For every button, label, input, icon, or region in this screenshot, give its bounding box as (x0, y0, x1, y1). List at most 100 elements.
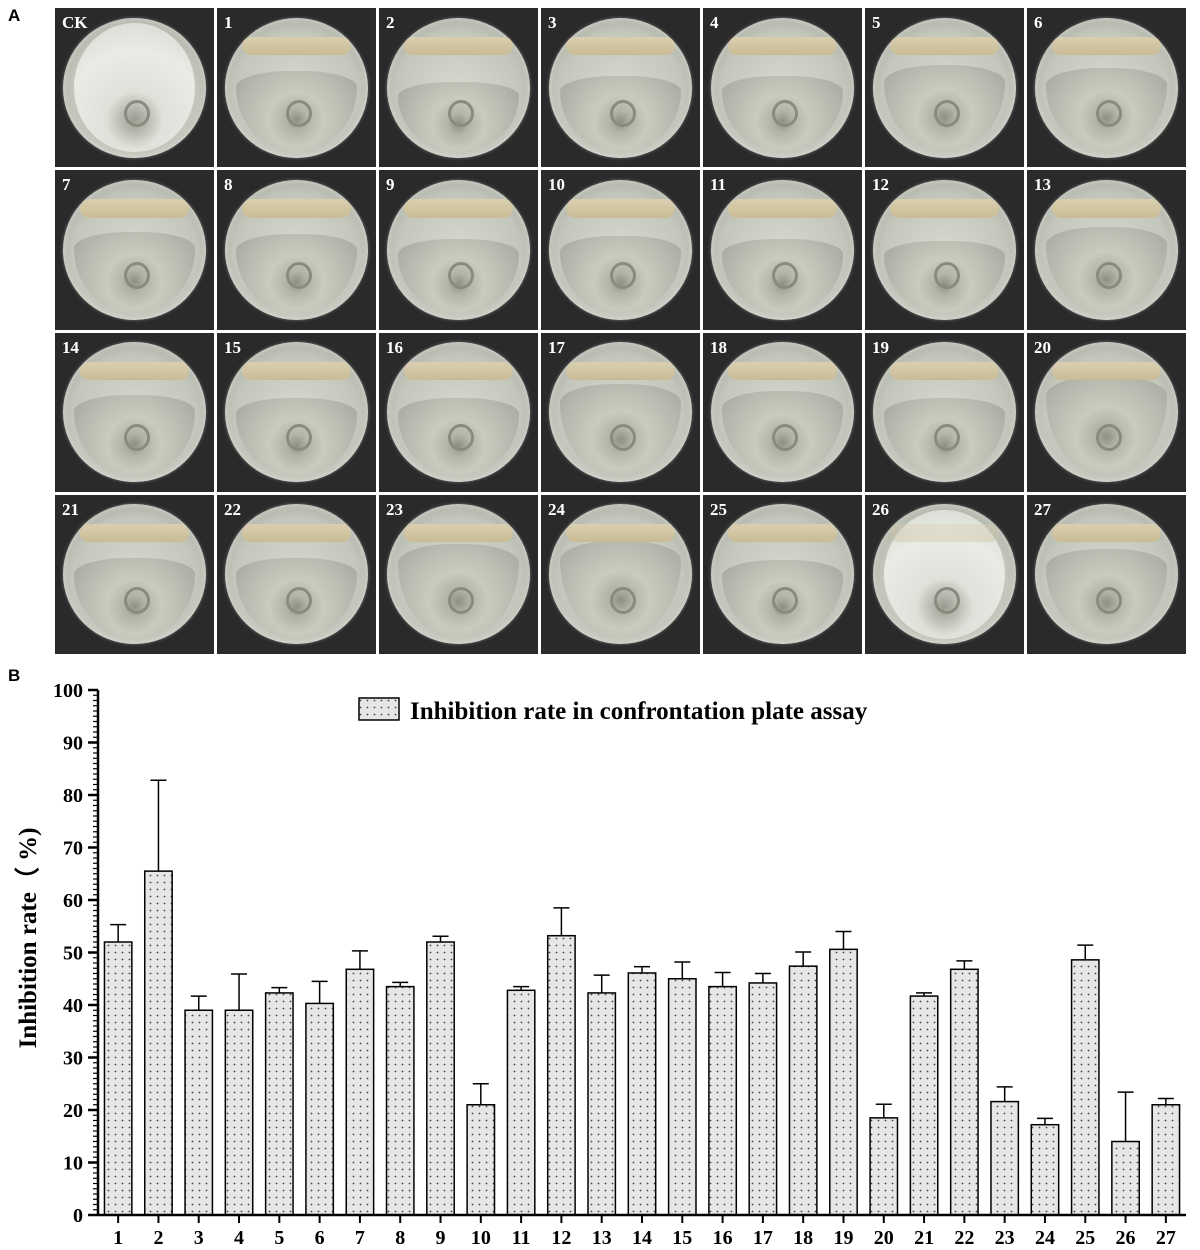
bar (667, 978, 697, 1216)
petri-dish (872, 342, 1017, 483)
x-tick-label: 10 (471, 1227, 491, 1249)
petri-dish (548, 17, 693, 158)
plate-label: 9 (386, 175, 395, 195)
panel-label-a: A (8, 6, 21, 25)
bacterial-streak (890, 37, 999, 56)
plate-photo: 21 (55, 494, 214, 654)
petri-dish (872, 179, 1017, 320)
inoculum-ring (124, 586, 151, 614)
x-tick-label: 22 (954, 1227, 974, 1249)
petri-dish (224, 342, 369, 483)
petri-dish (710, 342, 855, 483)
plate-label: 13 (1034, 175, 1051, 195)
bar (1070, 959, 1100, 1216)
plate-label: 26 (872, 499, 889, 519)
bacterial-streak (1052, 199, 1161, 218)
plate-label: 5 (872, 13, 881, 32)
inoculum-ring (610, 99, 637, 127)
x-tick-label: 5 (274, 1227, 284, 1249)
plate-label: 6 (1034, 13, 1043, 32)
plate-photo: 20 (1027, 332, 1186, 492)
bar (587, 992, 617, 1216)
inoculum-ring (448, 262, 475, 290)
x-tick-label: 3 (194, 1227, 204, 1249)
bar (1030, 1123, 1060, 1216)
bacterial-streak (1052, 37, 1161, 56)
petri-dish (1034, 17, 1179, 158)
petri-dish (62, 342, 207, 483)
bar (748, 982, 778, 1216)
bacterial-streak (890, 523, 999, 543)
plate-label: 20 (1034, 337, 1051, 357)
inoculum-ring (934, 424, 961, 452)
y-tick-label: 100 (53, 680, 83, 702)
petri-dish (224, 504, 369, 645)
bar (143, 870, 173, 1216)
x-tick-label: 7 (355, 1227, 365, 1249)
bacterial-streak (404, 199, 513, 218)
bacterial-streak (404, 37, 513, 56)
x-tick-label: 20 (874, 1227, 894, 1249)
plate-photo: 16 (379, 332, 538, 492)
y-tick-label: 10 (63, 1153, 83, 1175)
inoculum-ring (1096, 424, 1123, 452)
petri-dish (62, 17, 207, 158)
plate-photo: 15 (217, 332, 376, 492)
y-tick-label: 0 (73, 1205, 83, 1227)
y-tick-label: 90 (63, 733, 83, 755)
legend: Inhibition rate in confrontation plate a… (358, 697, 868, 725)
inoculum-ring (448, 586, 475, 614)
bacterial-streak (404, 361, 513, 380)
x-tick-label: 2 (153, 1227, 163, 1249)
y-axis: 0 10 20 30 40 50 60 70 80 90 100 (53, 680, 100, 1227)
petri-dish (1034, 179, 1179, 320)
plate-photo: 25 (703, 494, 862, 654)
plate-photo: 19 (865, 332, 1024, 492)
inoculum-ring (610, 262, 637, 290)
bacterial-streak (890, 361, 999, 380)
fungal-colony (74, 23, 195, 153)
petri-dish (710, 17, 855, 158)
plate-photo-grid: CK 1 2 3 4 5 6 7 8 9 10 11 12 13 14 15 16 17 18 19 20 21 22 23 2… (55, 8, 1186, 654)
bar (788, 965, 818, 1216)
plate-photo: 23 (379, 494, 538, 654)
inoculum-ring (772, 99, 799, 127)
inoculum-ring (934, 99, 961, 127)
petri-dish (710, 179, 855, 320)
plate-photo: CK (55, 8, 214, 168)
plate-label: 2 (386, 13, 395, 32)
bacterial-streak (80, 523, 189, 543)
inoculum-ring (124, 262, 151, 290)
petri-dish (224, 17, 369, 158)
bar (627, 972, 657, 1216)
x-tick-label: 17 (753, 1227, 773, 1249)
bacterial-streak (242, 199, 351, 218)
inoculum-ring (124, 99, 151, 127)
plate-photo: 22 (217, 494, 376, 654)
bar (506, 989, 536, 1216)
plate-photo: 27 (1027, 494, 1186, 654)
plate-label: 12 (872, 175, 889, 195)
petri-dish (1034, 504, 1179, 645)
petri-dish (710, 504, 855, 645)
bar (305, 1002, 335, 1216)
petri-dish (872, 504, 1017, 645)
bar (1151, 1104, 1181, 1216)
plate-label: 19 (872, 337, 889, 357)
plate-label: 14 (62, 337, 79, 357)
petri-dish (548, 342, 693, 483)
y-tick-label: 60 (63, 890, 83, 912)
bar (990, 1100, 1020, 1216)
inoculum-ring (1096, 586, 1123, 614)
x-tick-label: 26 (1116, 1227, 1136, 1249)
petri-dish (548, 504, 693, 645)
petri-dish (62, 179, 207, 320)
petri-dish (386, 342, 531, 483)
bars (103, 779, 1181, 1216)
plate-photo: 13 (1027, 170, 1186, 330)
bacterial-streak (890, 199, 999, 218)
petri-dish (548, 179, 693, 320)
x-tick-label: 9 (436, 1227, 446, 1249)
petri-dish (1034, 342, 1179, 483)
bacterial-streak (242, 361, 351, 380)
